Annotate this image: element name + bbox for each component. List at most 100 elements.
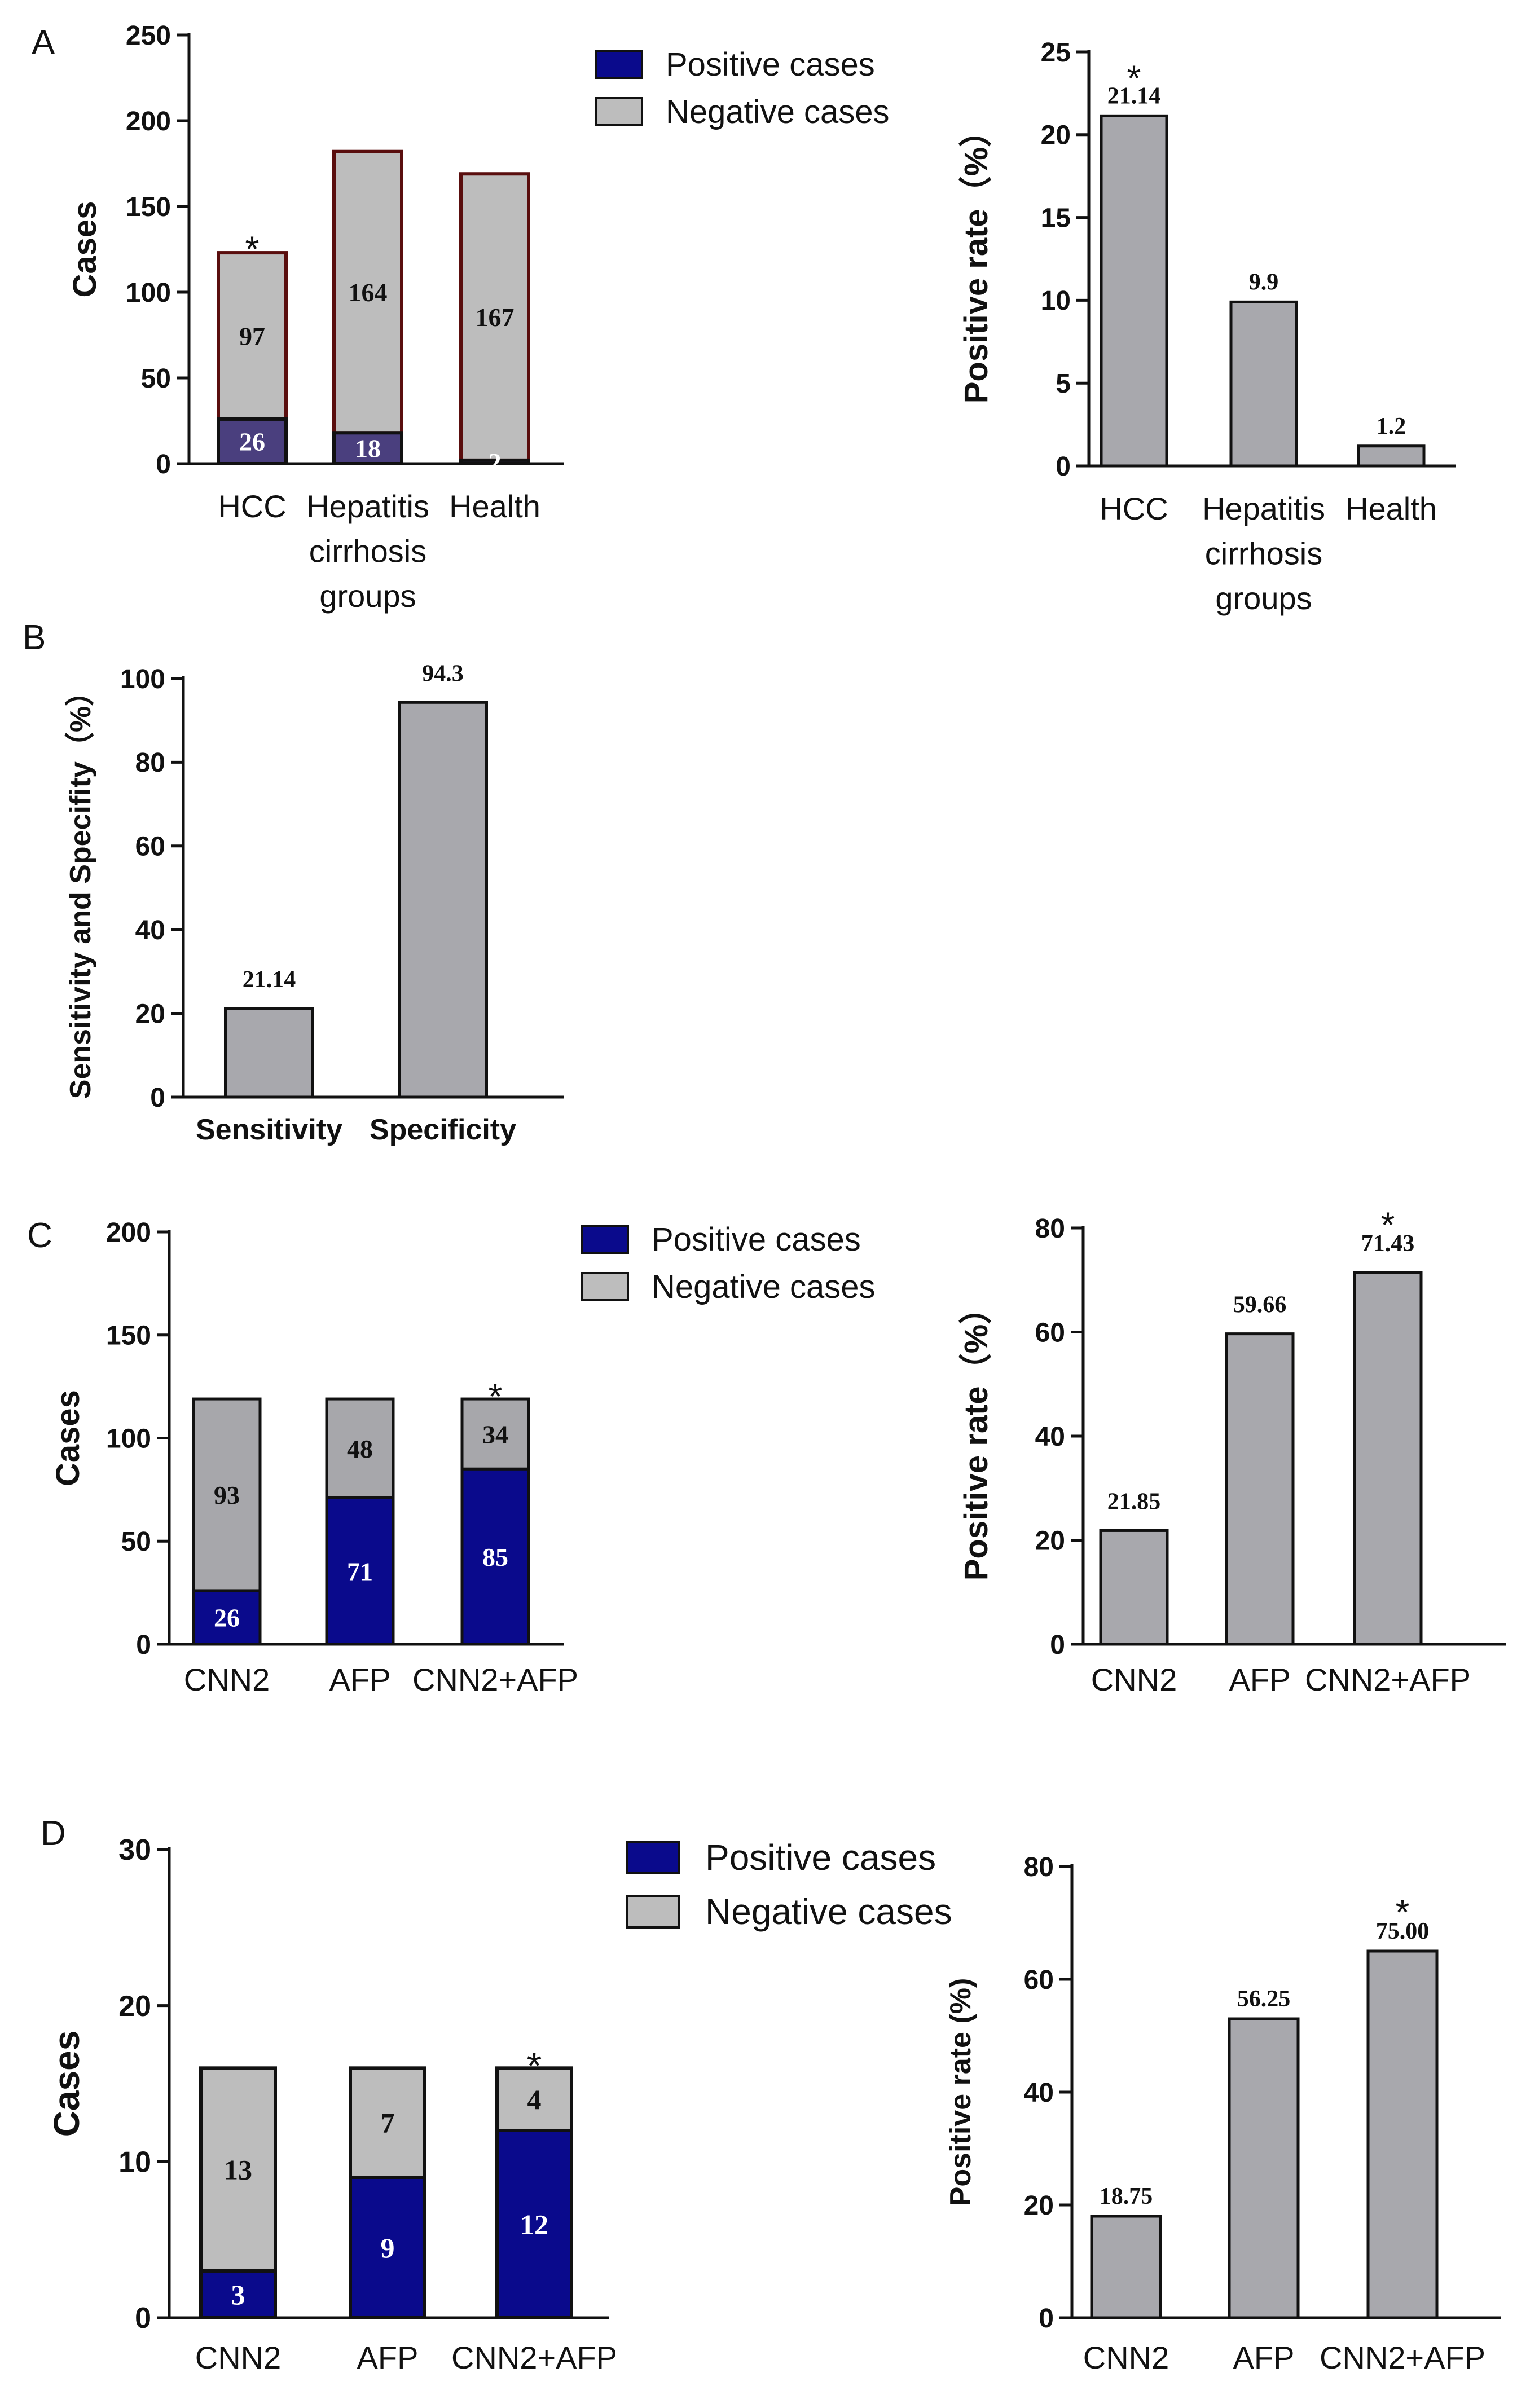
y-tick-label: 20 [1041, 121, 1071, 151]
y-tick-label: 150 [106, 1321, 151, 1351]
legend-label-negative: Negative cases [652, 1268, 876, 1305]
y-tick-label: 80 [1035, 1214, 1065, 1244]
x-tick-label-line: AFP [1233, 2340, 1295, 2375]
bar-positive-cnn2-afp [460, 1467, 530, 1646]
chart-d-cases: 0 10 20 30 Cases 3 13 CNN2 9 7 AFP 12 4* CNN2+AFP [46, 1834, 617, 2375]
bar-positive-hepatitis [332, 431, 403, 466]
bar-positive-cnn2 [199, 2269, 277, 2319]
y-tick-label: 40 [135, 915, 165, 945]
legend-label-negative: Negative cases [666, 93, 890, 130]
legend-item-positive: Positive cases [595, 41, 890, 88]
y-tick-label: 200 [106, 1218, 151, 1248]
data-label-positive: 12 [520, 2209, 548, 2240]
x-tick-label-line: groups [319, 578, 416, 614]
legend-a: Positive cases Negative cases [595, 41, 890, 135]
x-tick-label-cnn2: CNN2 [184, 1662, 270, 1697]
legend-c: Positive cases Negative cases [581, 1216, 876, 1310]
x-tick-label-line: groups [1215, 580, 1312, 616]
x-tick-label-cnn2-afp: CNN2+AFP [451, 2340, 617, 2375]
x-tick-label-line: AFP [357, 2340, 419, 2375]
bar-afp [1225, 1332, 1295, 1646]
legend-item-negative: Negative cases [626, 1885, 952, 1939]
bar-positive-cnn2 [192, 1589, 262, 1646]
bar-negative-cnn2-afp [495, 2066, 573, 2133]
data-label: 71.43 [1361, 1231, 1415, 1257]
data-label-negative: 167 [476, 303, 515, 332]
y-tick-label: 40 [1035, 1422, 1065, 1452]
y-tick-label: 0 [1039, 2304, 1054, 2334]
x-tick-label-cnn2: CNN2 [195, 2340, 281, 2375]
x-tick-label-afp: AFP [357, 2340, 419, 2375]
data-label-positive: 26 [214, 1604, 240, 1632]
x-tick-label-line: CNN2 [1083, 2340, 1169, 2375]
legend-label-negative: Negative cases [705, 1891, 952, 1932]
y-tick-label: 0 [135, 2302, 151, 2335]
data-label: 21.14 [1107, 83, 1161, 109]
y-tick-label: 60 [1024, 1965, 1054, 1995]
y-tick-label: 0 [156, 450, 171, 479]
bar-negative-hepatitis [332, 149, 403, 435]
x-tick-label-line: CNN2+AFP [1320, 2340, 1485, 2375]
legend-label-positive: Positive cases [666, 46, 875, 83]
legend-label-positive: Positive cases [705, 1837, 936, 1878]
data-label: 21.14 [243, 967, 296, 993]
bar-positive-afp [349, 2176, 426, 2319]
y-tick-label: 20 [135, 999, 165, 1029]
bar-negative-cnn2 [199, 2066, 277, 2273]
x-tick-label-line: Hepatitis [306, 488, 429, 524]
y-tick-label: 0 [1050, 1630, 1065, 1660]
x-tick-label-line: Hepatitis [1202, 491, 1325, 526]
y-tick-label: 10 [1041, 286, 1071, 316]
y-tick-label: 40 [1024, 2078, 1054, 2108]
bar-cnn2-afp [1353, 1271, 1423, 1646]
x-tick-label-line: Sensitivity [196, 1113, 342, 1146]
y-tick-label: 250 [126, 21, 171, 51]
data-label-positive: 3 [231, 2279, 245, 2310]
chart-c-cases: 0 50 100 150 200 Cases 26 93 CNN2 71 48 AFP 85 34 * CNN… [50, 1218, 578, 1697]
bar-specificity [398, 701, 488, 1099]
y-tick-label: 60 [1035, 1318, 1065, 1348]
bar-hcc [1100, 114, 1168, 468]
legend-swatch-negative [626, 1895, 680, 1929]
data-label-negative: 164 [349, 278, 388, 307]
bar-positive-afp [325, 1496, 395, 1646]
significance-star: * [527, 2045, 542, 2088]
x-tick-label-line: Specificity [370, 1113, 516, 1146]
x-tick-label-cnn2-afp: CNN2+AFP [1320, 2340, 1485, 2375]
data-label: 59.66 [1233, 1292, 1287, 1318]
legend-swatch-positive [581, 1225, 629, 1254]
y-tick-label: 80 [1024, 1852, 1054, 1882]
x-tick-label-cnn2: CNN2 [1091, 1662, 1177, 1697]
x-tick-label-hcc: HCC [218, 488, 286, 524]
data-label: 94.3 [422, 661, 464, 686]
bar-negative-health [459, 172, 530, 462]
bar-afp [1228, 2017, 1300, 2319]
data-label-negative: 93 [214, 1481, 240, 1509]
data-label: 56.25 [1237, 1986, 1291, 2012]
y-axis-title: Positive rate (%) [944, 1978, 977, 2207]
data-label-negative: 48 [347, 1434, 373, 1463]
significance-star: * [1127, 58, 1141, 99]
legend-item-positive: Positive cases [581, 1216, 876, 1263]
data-label: 21.85 [1107, 1489, 1161, 1515]
x-tick-label-line: CNN2 [1091, 1662, 1177, 1697]
y-tick-label: 100 [126, 278, 171, 308]
data-label-positive: 85 [482, 1543, 508, 1571]
x-tick-label-sensitivity: Sensitivity [196, 1113, 342, 1146]
significance-star: * [1381, 1204, 1395, 1245]
x-tick-label-specificity: Specificity [370, 1113, 516, 1146]
chart-d-positive-rate: 0 20 40 60 80 Positive rate (%) 18.75 CNN2 56.25… [944, 1852, 1501, 2375]
x-tick-label-hepatitis: Hepatitis cirrhosis groups [306, 488, 429, 614]
y-tick-label: 100 [120, 664, 165, 694]
x-tick-label-hcc: HCC [1100, 491, 1168, 526]
bar-cnn2-afp [1366, 1949, 1439, 2319]
y-tick-label: 50 [121, 1527, 151, 1557]
y-tick-label: 50 [141, 364, 171, 394]
bar-hepatitis [1229, 300, 1298, 468]
data-label-negative: 7 [381, 2107, 395, 2139]
data-label-negative: 97 [239, 322, 265, 351]
data-label-negative: 34 [482, 1420, 508, 1449]
x-tick-label-line: CNN2 [195, 2340, 281, 2375]
legend-item-negative: Negative cases [581, 1263, 876, 1310]
